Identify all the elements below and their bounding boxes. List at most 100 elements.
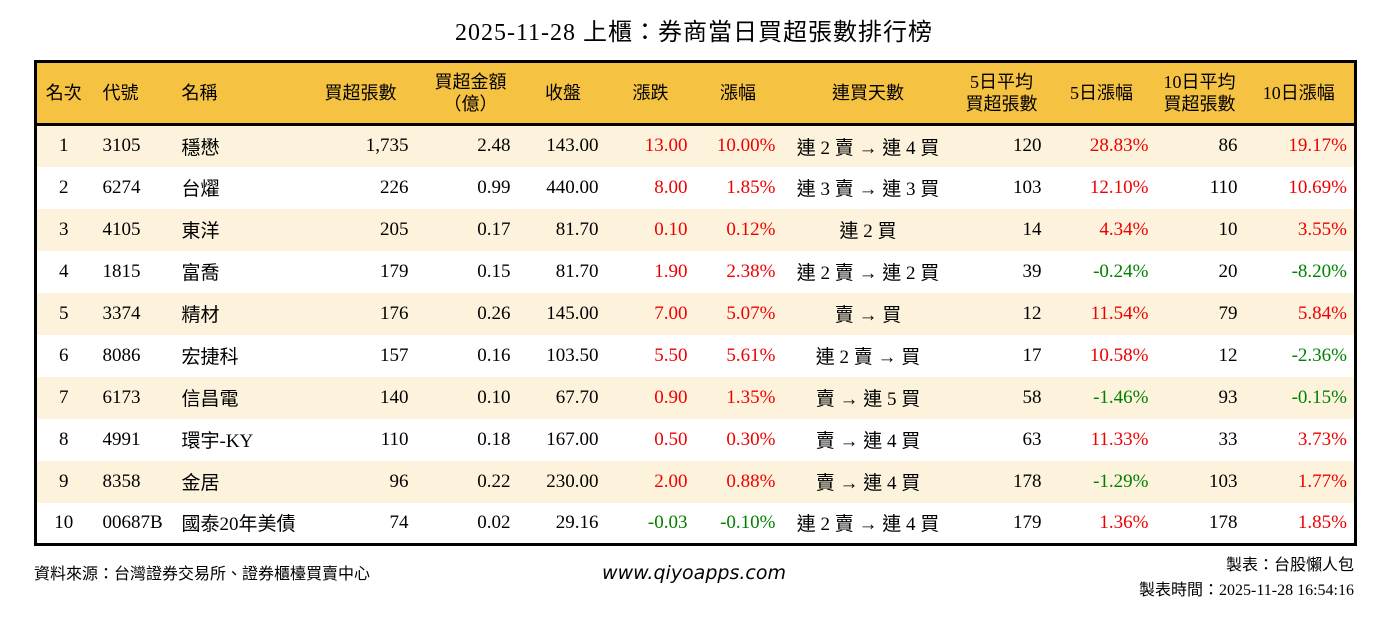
cell-avg5: 178 [1013,470,1042,492]
column-header-rank: 名次 [35,61,91,126]
cell-rank: 2 [59,176,69,198]
cell-streak: 連 2 賣 → 買 [815,347,921,368]
credit-block: 製表：台股懶人包 製表時間：2025-11-28 16:54:16 [786,554,1354,604]
column-header-avg10: 10日平均 買超張數 [1155,61,1244,126]
cell-name: 國泰20年美債 [181,514,296,536]
cell-change_pct: 1.35% [726,386,776,408]
cell-streak: 連 2 賣 → 連 2 買 [796,263,940,284]
cell-rank: 4 [59,260,69,282]
cell-amount: 2.48 [477,135,511,157]
cell-name: 東洋 [181,221,220,242]
table-row: 6 8086 宏捷科 157 0.16 103.50 5.50 5.61% 連 2 賣 → 買 1… [35,334,1356,377]
cell-name: 環宇-KY [181,431,254,452]
cell-pct10: -2.36% [1291,344,1347,366]
table-row: 7 6173 信昌電 140 0.10 67.70 0.90 1.35% 賣 → 連 5 買 58… [35,376,1356,419]
column-header-pct10: 10日漲幅 [1243,61,1356,126]
cell-rank: 3 [59,218,69,240]
cell-net_buy: 205 [380,218,409,240]
cell-change_pct: 1.85% [726,176,776,198]
cell-close: 167.00 [546,428,599,450]
cell-amount: 0.10 [477,386,511,408]
column-header-label: 買超金額 [434,71,507,92]
cell-change_pct: 5.61% [726,344,776,366]
cell-rank: 10 [54,511,74,533]
cell-change_pct: 0.88% [726,470,776,492]
cell-name: 信昌電 [181,389,239,410]
column-header-label2: （億） [443,94,498,114]
cell-pct10: 10.69% [1288,176,1347,198]
cell-avg10: 12 [1218,344,1238,366]
cell-avg10: 20 [1218,260,1238,282]
page-title: 2025-11-28 上櫃：券商當日買超張數排行榜 [454,20,934,46]
cell-close: 81.70 [555,260,599,282]
cell-amount: 0.26 [477,302,511,324]
cell-pct10: 3.55% [1297,218,1347,240]
cell-streak: 連 2 賣 → 連 4 買 [796,137,940,159]
footer: 資料來源：台灣證券交易所、證券櫃檯買賣中心 www.qiyoapps.com 製… [34,554,1354,604]
cell-change: 8.00 [654,176,688,198]
table-row: 1 3105 穩懋 1,735 2.48 143.00 13.00 10.00% 連 2 賣 →… [35,124,1356,167]
cell-code: 4991 [102,428,141,450]
cell-change_pct: 5.07% [726,302,776,324]
cell-avg5: 14 [1022,218,1042,240]
cell-amount: 0.15 [477,260,511,282]
cell-change_pct: 0.30% [726,428,776,450]
cell-net_buy: 157 [380,344,409,366]
column-header-label: 5日平均 [970,71,1033,92]
cell-name: 富喬 [181,263,220,284]
cell-change_pct: 2.38% [726,260,776,282]
cell-pct5: 1.36% [1099,511,1149,533]
column-header-pct5: 5日漲幅 [1047,61,1156,126]
cell-pct5: 12.10% [1089,176,1149,198]
cell-avg5: 17 [1022,344,1042,366]
cell-avg10: 10 [1218,218,1238,240]
cell-streak: 連 2 買 [839,221,897,242]
cell-net_buy: 1,735 [365,135,409,157]
column-header-change-pct: 漲幅 [695,61,781,126]
column-header-amount: 買超金額 （億） [420,61,521,126]
cell-avg5: 103 [1013,176,1042,198]
column-header-label: 名稱 [181,82,218,103]
cell-streak: 賣 → 連 4 買 [815,473,921,494]
column-header-avg5: 5日平均 買超張數 [955,61,1048,126]
cell-avg5: 63 [1022,428,1042,450]
column-header-streak: 連買天數 [780,61,956,126]
cell-amount: 0.17 [477,218,511,240]
column-header-change: 漲跌 [605,61,696,126]
cell-name: 精材 [181,305,220,326]
cell-close: 67.70 [555,386,599,408]
cell-pct5: 28.83% [1089,135,1149,157]
cell-change: 7.00 [654,302,688,324]
cell-change_pct: 0.12% [726,218,776,240]
column-header-label: 漲幅 [720,82,756,103]
cell-code: 8358 [102,470,141,492]
website-url: www.qiyoapps.com [602,562,786,584]
author-note: 製表：台股懶人包 [1225,557,1354,574]
cell-pct10: -0.15% [1291,386,1347,408]
cell-net_buy: 226 [380,176,409,198]
cell-rank: 6 [59,344,69,366]
table-row: 10 00687B 國泰20年美債 74 0.02 29.16 -0.03 -0.10% 連 2… [35,502,1356,545]
column-header-label: 5日漲幅 [1070,82,1133,103]
cell-code: 4105 [102,218,141,240]
cell-change: 1.90 [654,260,688,282]
cell-avg10: 93 [1218,386,1238,408]
cell-pct10: 1.85% [1297,511,1347,533]
column-header-label: 漲跌 [632,82,669,103]
table-row: 4 1815 富喬 179 0.15 81.70 1.90 2.38% 連 2 賣 → 連 2 … [35,250,1356,293]
cell-close: 143.00 [546,135,599,157]
cell-net_buy: 96 [389,470,409,492]
cell-rank: 1 [59,135,69,157]
cell-change_pct: -0.10% [720,511,776,533]
cell-amount: 0.99 [477,176,511,198]
cell-avg5: 120 [1013,135,1042,157]
table-row: 9 8358 金居 96 0.22 230.00 2.00 0.88% 賣 → 連 4 買 178… [35,460,1356,503]
cell-streak: 連 3 賣 → 連 3 買 [796,179,940,200]
cell-pct10: 19.17% [1288,135,1347,157]
cell-close: 145.00 [546,302,599,324]
cell-name: 金居 [181,473,220,494]
cell-pct5: 4.34% [1099,218,1149,240]
column-header-label2: 買超張數 [1163,94,1236,114]
table-row: 5 3374 精材 176 0.26 145.00 7.00 5.07% 賣 → 買 12 11.5… [35,292,1356,335]
cell-code: 6274 [102,176,141,198]
